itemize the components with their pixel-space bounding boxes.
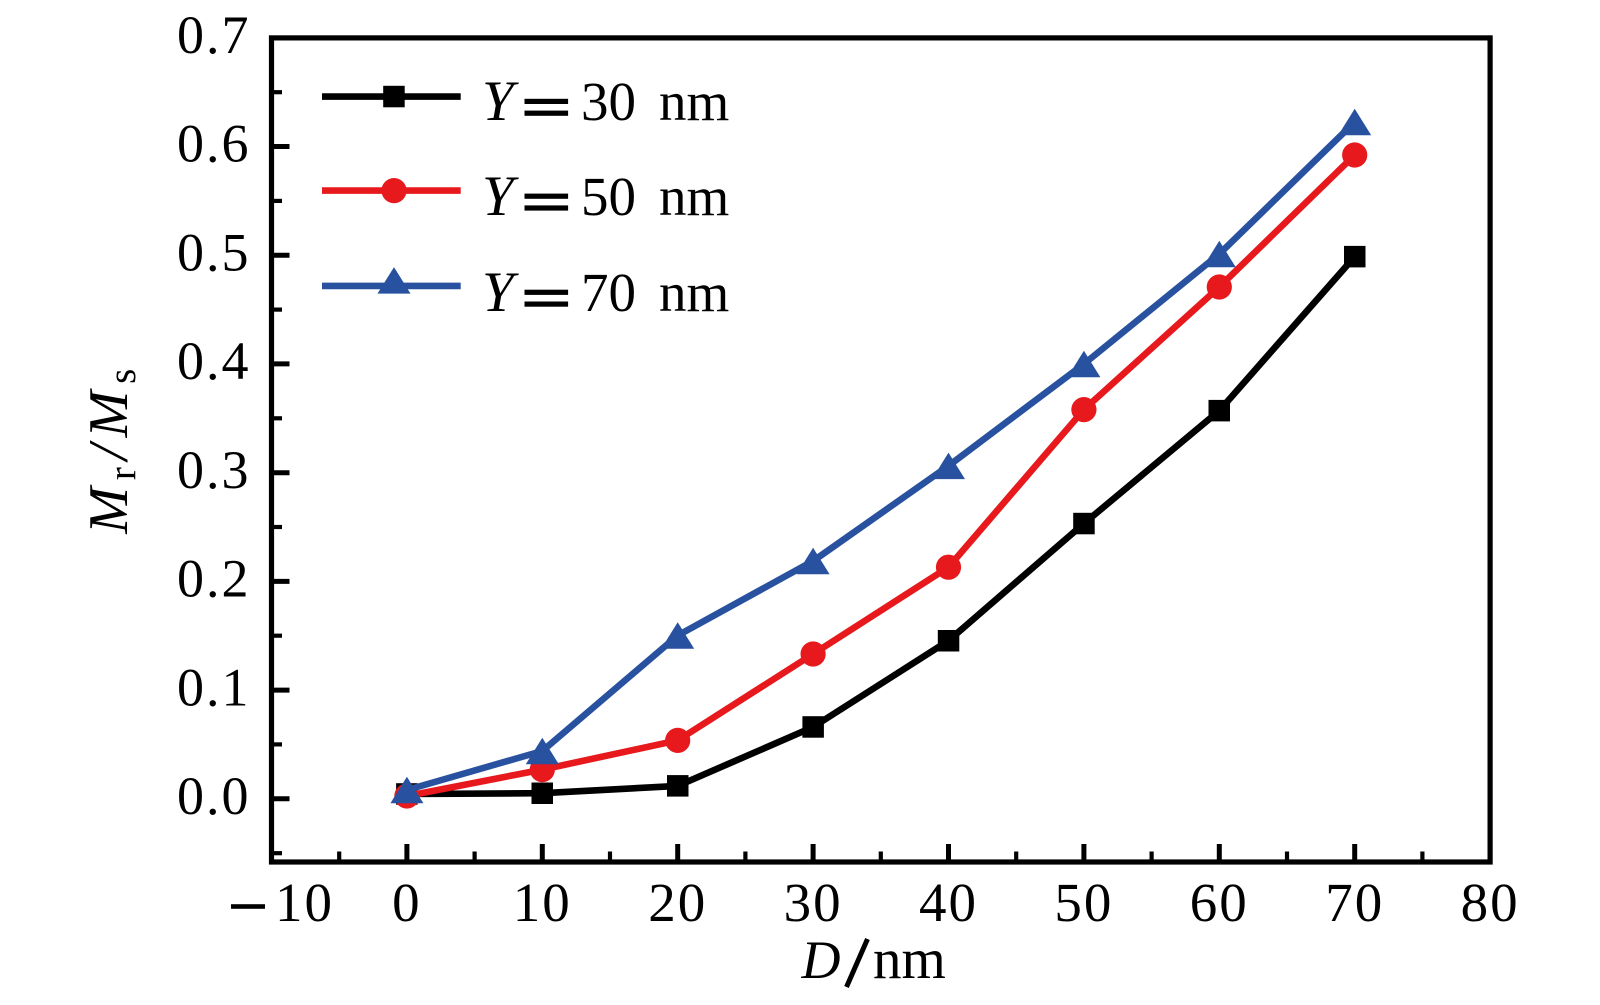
svg-text:nm: nm — [659, 262, 729, 323]
svg-text:50: 50 — [1054, 872, 1113, 933]
svg-text:30: 30 — [581, 71, 636, 132]
svg-text:30: 30 — [784, 872, 843, 933]
svg-text:50: 50 — [581, 166, 636, 227]
svg-text:Y: Y — [482, 70, 519, 133]
svg-text:40: 40 — [919, 872, 978, 933]
svg-text:10: 10 — [275, 872, 334, 933]
svg-text:80: 80 — [1461, 872, 1520, 933]
svg-text:0.7: 0.7 — [177, 5, 251, 65]
svg-text:0.1: 0.1 — [177, 657, 251, 717]
svg-text:60: 60 — [1190, 872, 1249, 933]
svg-text:0.5: 0.5 — [177, 222, 251, 282]
svg-text:70: 70 — [1325, 872, 1384, 933]
svg-text:nm: nm — [659, 166, 729, 227]
svg-text:nm: nm — [873, 928, 946, 991]
svg-text:D: D — [801, 930, 841, 990]
svg-text:0.4: 0.4 — [177, 331, 251, 391]
svg-text:70: 70 — [581, 262, 636, 323]
svg-text:nm: nm — [659, 71, 729, 132]
svg-text:Y: Y — [482, 261, 519, 324]
svg-text:20: 20 — [648, 872, 707, 933]
svg-text:0.6: 0.6 — [177, 114, 251, 174]
svg-text:0.3: 0.3 — [177, 440, 251, 500]
svg-text:0.0: 0.0 — [177, 766, 251, 826]
svg-text:0.2: 0.2 — [177, 549, 251, 609]
svg-text:10: 10 — [513, 872, 572, 933]
svg-text:Mr/Ms: Mr/Ms — [78, 362, 144, 535]
svg-text:Y: Y — [482, 165, 519, 228]
svg-text:0: 0 — [392, 872, 422, 933]
